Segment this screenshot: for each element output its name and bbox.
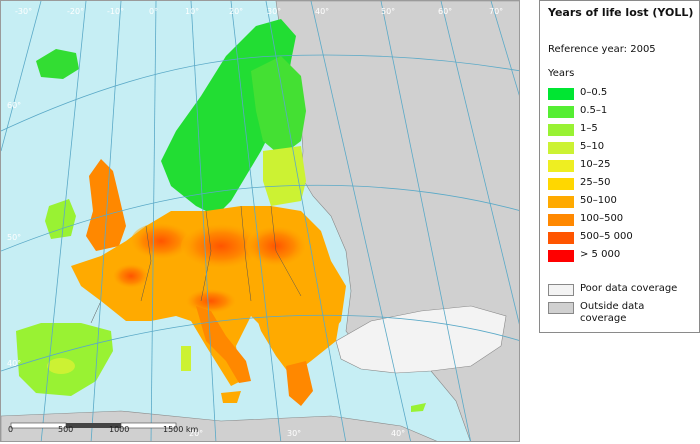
great-britain (86, 159, 126, 251)
legend-swatch (548, 178, 574, 190)
legend-class-label: 1–5 (580, 123, 598, 134)
legend-swatch (548, 214, 574, 226)
sicily (221, 391, 241, 403)
legend-swatch (548, 142, 574, 154)
graticule-label: 60° (7, 101, 22, 110)
legend-swatch (548, 302, 574, 314)
legend-coverage-item: Poor data coverage (548, 283, 698, 297)
legend-swatch (548, 232, 574, 244)
scale-tick-label: 1500 km (163, 425, 199, 434)
graticule-label: 60° (438, 7, 453, 16)
scale-tick-label: 1000 (109, 425, 130, 434)
legend-class-item: 0.5–1 (548, 105, 698, 119)
legend-class-item: 5–10 (548, 141, 698, 155)
baltic-states (263, 146, 306, 206)
legend-class-label: 10–25 (580, 159, 611, 170)
graticule-label: -10° (107, 7, 125, 16)
legend-class-item: 10–25 (548, 159, 698, 173)
legend-coverage-label: Poor data coverage (580, 283, 678, 294)
legend-unit-label: Years (548, 68, 575, 79)
legend-swatch (548, 106, 574, 118)
legend-class-item: > 5 000 (548, 249, 698, 263)
map-panel[interactable]: -30° -20° -10° 0° 10° 20° 30° 40° 50° 60… (0, 0, 520, 442)
country-borders (90, 205, 302, 324)
legend-coverage-label: Outside data coverage (580, 301, 645, 324)
graticule (1, 1, 519, 441)
legend-swatch (548, 160, 574, 172)
iceland (36, 49, 79, 79)
graticule-label: 50° (381, 7, 396, 16)
legend-class-label: 5–10 (580, 141, 605, 152)
legend-class-label: 100–500 (580, 213, 624, 224)
graticule-label: 50° (7, 233, 22, 242)
graticule-label: -20° (67, 7, 85, 16)
graticule-label: 20° (229, 7, 244, 16)
legend-swatch (548, 284, 574, 296)
graticule-label: 30° (267, 7, 282, 16)
legend-class-label: 0–0.5 (580, 87, 608, 98)
graticule-label: 40° (315, 7, 330, 16)
graticule-label: -30° (15, 7, 33, 16)
legend-title: Years of life lost (YOLL) (548, 6, 694, 19)
legend-class-item: 25–50 (548, 177, 698, 191)
legend-swatch (548, 124, 574, 136)
graticule-label: 10° (185, 7, 200, 16)
scale-tick-label: 500 (58, 425, 74, 434)
greece (286, 361, 313, 406)
scale-tick-label: 0 (8, 425, 14, 434)
graticule-label: 70° (489, 7, 504, 16)
legend-panel: Years of life lost (YOLL) Reference year… (539, 0, 700, 333)
finland (251, 56, 306, 156)
balkans (251, 296, 341, 376)
legend-class-label: 25–50 (580, 177, 611, 188)
legend-class-item: 1–5 (548, 123, 698, 137)
outside-land-south (1, 410, 438, 441)
graticule-label: 20° (189, 429, 204, 438)
scale-bar (10, 422, 177, 429)
legend-class-label: 500–5 000 (580, 231, 633, 242)
graticule-label: 0° (149, 7, 159, 16)
legend-class-item: 50–100 (548, 195, 698, 209)
italy (196, 306, 251, 383)
legend-swatch (548, 88, 574, 100)
ireland (45, 199, 76, 239)
legend-class-label: 0.5–1 (580, 105, 608, 116)
legend-swatch (548, 196, 574, 208)
map-canvas (1, 1, 519, 441)
legend-class-item: 0–0.5 (548, 87, 698, 101)
legend-class-item: 100–500 (548, 213, 698, 227)
poor-coverage-area (335, 305, 507, 374)
graticule-label: 40° (391, 429, 406, 438)
legend-reference-year: Reference year: 2005 (548, 44, 656, 55)
legend-class-label: 50–100 (580, 195, 617, 206)
legend-class-label: > 5 000 (580, 249, 621, 260)
graticule-label: 40° (7, 359, 22, 368)
outside-land-east (275, 1, 519, 441)
legend-coverage-item: Outside data coverage (548, 301, 698, 327)
legend-class-item: 500–5 000 (548, 231, 698, 245)
sardinia (181, 346, 191, 371)
graticule-label: 30° (287, 429, 302, 438)
legend-swatch (548, 250, 574, 262)
cyprus (411, 403, 426, 412)
